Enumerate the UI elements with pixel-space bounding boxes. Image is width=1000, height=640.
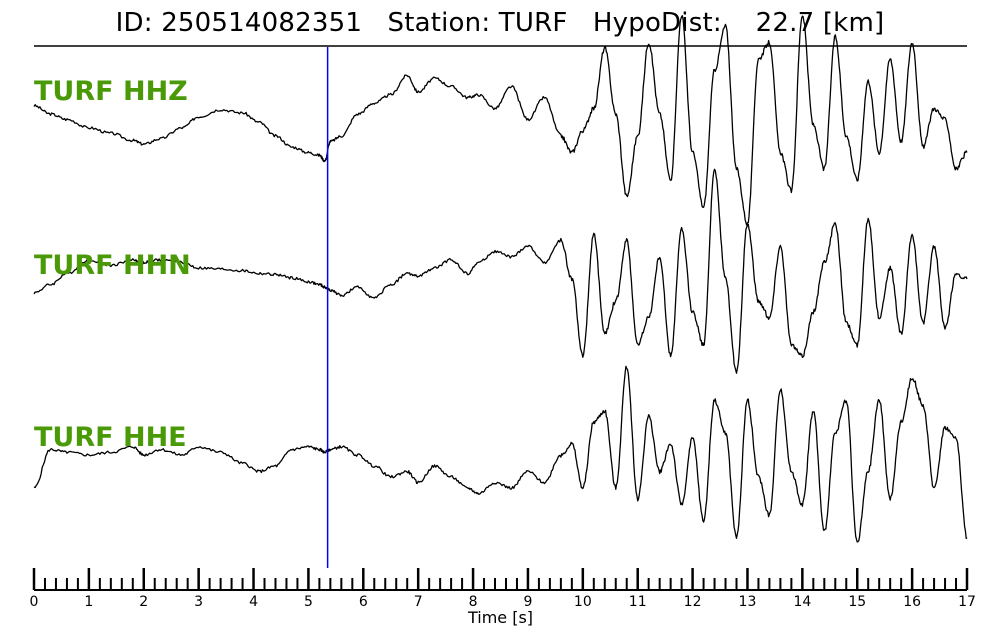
x-tick-label: 9 <box>523 594 532 610</box>
x-tick-label: 10 <box>574 594 592 610</box>
x-axis-label: Time [s] <box>467 608 533 627</box>
x-tick-label: 17 <box>958 594 976 610</box>
x-tick-label: 5 <box>304 594 313 610</box>
id-value: 250514082351 <box>161 8 363 38</box>
x-tick-label: 13 <box>739 594 757 610</box>
id-label: ID: <box>115 8 153 38</box>
x-tick-label: 11 <box>629 594 647 610</box>
x-tick-label: 16 <box>903 594 921 610</box>
trace-label-group: TURF HHZ TURF HHN TURF HHE <box>34 76 191 453</box>
x-tick-label: 4 <box>249 594 258 610</box>
x-tick-label: 2 <box>139 594 148 610</box>
x-tick-label: 14 <box>793 594 811 610</box>
x-tick-label: 12 <box>684 594 702 610</box>
time-axis: 0 1 2 3 4 5 6 7 8 9 10 11 12 13 14 15 16 17 <box>30 568 976 610</box>
x-tick-label: 7 <box>414 594 423 610</box>
x-tick-label: 15 <box>848 594 866 610</box>
x-tick-label: 6 <box>359 594 368 610</box>
station-label: Station: <box>387 8 491 38</box>
hypodist-unit: [km] <box>822 8 885 38</box>
trace-label-hhz: TURF HHZ <box>34 76 188 107</box>
x-tick-label: 0 <box>30 594 39 610</box>
x-tick-label: 8 <box>469 594 478 610</box>
trace-group <box>33 15 968 543</box>
trace-label-hhe: TURF HHE <box>34 422 187 453</box>
station-value: TURF <box>498 8 568 38</box>
hypodist-label: HypoDist: <box>592 8 722 38</box>
trace-hhz <box>33 15 968 226</box>
trace-hhe <box>33 365 968 543</box>
x-tick-label: 3 <box>194 594 203 610</box>
trace-label-hhn: TURF HHN <box>34 250 191 281</box>
x-tick-label: 1 <box>84 594 93 610</box>
trace-hhn <box>33 168 968 374</box>
